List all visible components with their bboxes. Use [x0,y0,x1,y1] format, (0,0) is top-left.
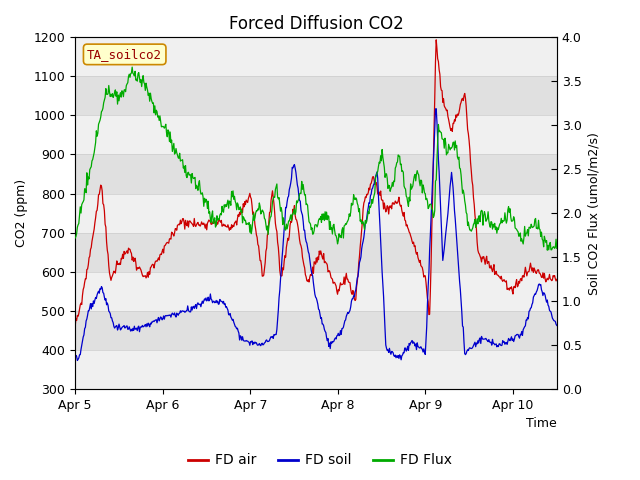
Bar [75,37,557,76]
Bar [75,233,557,272]
Bar [75,272,557,311]
Bar [75,311,557,350]
Y-axis label: CO2 (ppm): CO2 (ppm) [15,179,28,247]
Title: Forced Diffusion CO2: Forced Diffusion CO2 [228,15,403,33]
Bar [75,350,557,389]
Text: TA_soilco2: TA_soilco2 [87,48,162,61]
Y-axis label: Soil CO2 Flux (umol/m2/s): Soil CO2 Flux (umol/m2/s) [588,132,600,295]
Legend: FD air, FD soil, FD Flux: FD air, FD soil, FD Flux [182,448,458,473]
Bar [75,193,557,233]
Bar [75,155,557,193]
Bar [75,76,557,116]
Text: Time: Time [526,417,557,430]
Bar [75,116,557,155]
